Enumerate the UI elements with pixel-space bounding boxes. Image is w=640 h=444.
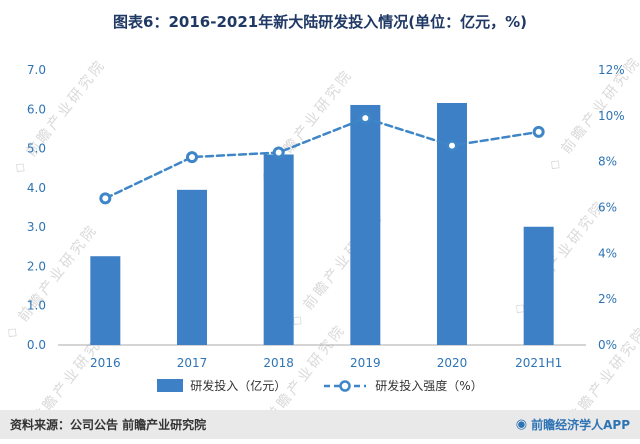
marker-2021H1 [532, 125, 545, 138]
bar-series-swatch-icon [157, 379, 184, 392]
bar-series [90, 103, 554, 345]
legend-item-bar: 研发投入（亿元） [157, 377, 286, 394]
x-category-label: 2021H1 [515, 356, 562, 370]
marker-2020 [446, 139, 458, 152]
legend-label-line: 研发投入强度（%） [375, 379, 483, 393]
left-tick-label: 5.0 [27, 142, 46, 156]
right-axis-tick-labels: 0% 2% 4% 6% 8% 10% 12% [598, 63, 625, 352]
bar-2019 [350, 104, 381, 345]
line-series [104, 116, 540, 200]
line-series-swatch-icon [324, 379, 367, 392]
x-category-label: 2018 [263, 356, 294, 370]
right-tick-label: 2% [598, 292, 617, 306]
x-category-label: 2016 [90, 356, 121, 370]
left-axis-tick-labels: 0.0 1.0 2.0 3.0 4.0 5.0 6.0 7.0 [27, 63, 46, 352]
marker-2016 [99, 192, 112, 205]
right-tick-label: 4% [598, 246, 617, 260]
right-tick-label: 8% [598, 155, 617, 169]
marker-2019 [359, 112, 372, 125]
right-tick-label: 6% [598, 201, 617, 215]
bar-2021H1 [523, 226, 554, 345]
brand-label: 前瞻经济学人APP [531, 418, 630, 432]
left-tick-label: 3.0 [27, 220, 46, 234]
right-tick-label: 0% [598, 338, 617, 352]
bar-2016 [90, 256, 121, 345]
right-tick-label: 12% [598, 63, 625, 77]
chart-canvas: 0.0 1.0 2.0 3.0 4.0 5.0 6.0 7.0 0% 2% 4% 6% 8% 10% 12%… [27, 63, 625, 370]
chart-legend: 研发投入（亿元） 研发投入强度（%） [0, 377, 640, 394]
left-tick-label: 1.0 [27, 299, 46, 313]
left-tick-label: 7.0 [27, 63, 46, 77]
x-category-label: 2019 [350, 356, 381, 370]
source-note: 资料来源：公司公告 前瞻产业研究院 [10, 418, 207, 432]
x-axis-category-labels: 2016 2017 2018 2019 2020 2021H1 [90, 356, 562, 370]
brand-link: ◉ 前瞻经济学人APP [516, 416, 630, 433]
right-tick-label: 10% [598, 109, 625, 123]
left-tick-label: 6.0 [27, 102, 46, 116]
left-tick-label: 2.0 [27, 259, 46, 273]
left-tick-label: 4.0 [27, 181, 46, 195]
legend-item-line: 研发投入强度（%） [322, 377, 483, 394]
line-markers [99, 112, 545, 205]
legend-label-bar: 研发投入（亿元） [190, 379, 287, 393]
left-tick-label: 0.0 [27, 338, 46, 352]
qianzhan-logo-icon: ◉ [515, 417, 528, 432]
bar-2018 [263, 154, 294, 345]
marker-2018 [272, 146, 285, 159]
bar-2017 [177, 189, 207, 345]
bar-2020 [437, 103, 467, 345]
x-category-label: 2017 [177, 356, 208, 370]
marker-2017 [186, 151, 198, 164]
chart-title: 图表6：2016-2021年新大陆研发投入情况(单位：亿元，%) [113, 13, 527, 31]
footer-bar: 资料来源：公司公告 前瞻产业研究院 ◉ 前瞻经济学人APP [0, 410, 640, 439]
x-category-label: 2020 [437, 356, 468, 370]
